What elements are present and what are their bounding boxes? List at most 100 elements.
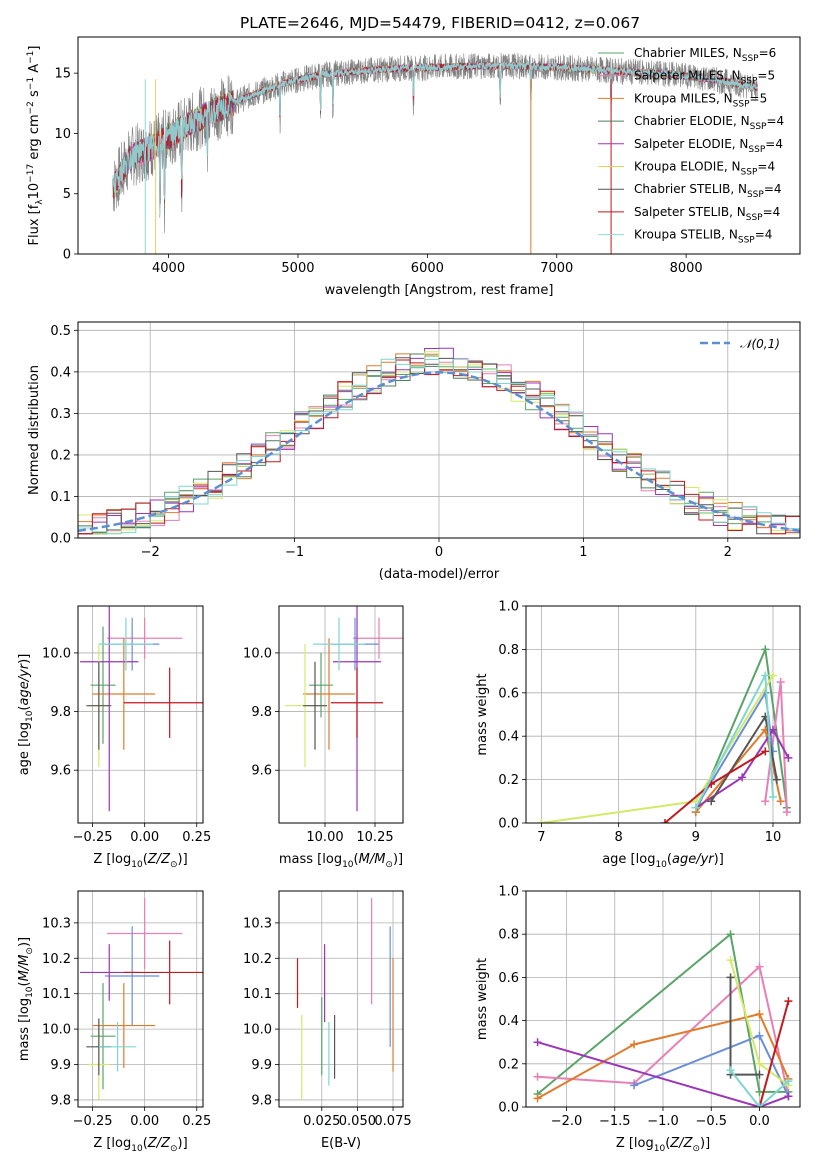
label-part: )] (700, 1136, 710, 1151)
axes-frame (77, 36, 801, 255)
weight-marker (755, 1103, 764, 1107)
x-axis-label: Z [log10(Z/Z⊙)] (93, 1136, 187, 1154)
age-vs-Z-panel: −0.25 0.00 0.259.69.810.0Z [log10(Z/Z⊙)]ag… (17, 605, 211, 870)
label-part: ( (143, 1136, 148, 1151)
x-tick-label: 0 (435, 545, 443, 560)
label-part: ( (17, 706, 32, 711)
weight-marker (761, 747, 770, 756)
label-part: Z/Z (147, 1136, 171, 1151)
label-part: Salpeter ELODIE, N (634, 137, 748, 151)
label-part: ( (354, 852, 359, 867)
residual-histogram (78, 358, 800, 535)
y-tick-label: 1.0 (498, 600, 519, 615)
y-tick-label: 0.6 (498, 971, 519, 986)
legend-entry: Kroupa STELIB, NSSP=4 (634, 228, 772, 246)
label-part: Chabrier ELODIE, N (634, 114, 750, 128)
label-part: Z [log (616, 1136, 654, 1151)
label-part: −1 (26, 77, 36, 90)
figure-title: PLATE=2646, MJD=54479, FIBERID=0412, z=0… (240, 14, 640, 32)
x-tick-label: 0.25 (182, 830, 211, 845)
label-part: ⊙ (25, 947, 35, 955)
spectrum-panel: 4000 5000 6000 7000 8000 0 5 10 15 wavelength [An… (26, 36, 801, 298)
label-part: A (27, 64, 42, 77)
weight-marker (768, 792, 777, 801)
mass-vs-Z-panel: −0.25 0.00 0.25 9.8 9.9 10.0 10.1 10.2 10.3 Z [lo… (17, 890, 211, 1154)
label-part: age/yr (672, 852, 715, 867)
label-part: =4 (764, 182, 782, 196)
age-vs-mass-plot-area (279, 606, 403, 823)
weight-marker (630, 1081, 639, 1090)
label-part: =5 (750, 91, 768, 105)
x-tick-label: 2 (724, 545, 732, 560)
label-part: 10 (25, 710, 35, 722)
label-part: SSP (741, 168, 758, 178)
weight-marker (755, 1087, 764, 1096)
y-axis-label: Normed distribution (27, 365, 42, 495)
label-part: Salpeter MILES, N (634, 69, 741, 83)
label-part: ( (665, 1136, 670, 1151)
mass-vs-ebv-plot-area (279, 891, 403, 1107)
label-part: s (27, 90, 42, 101)
legend-entry: Chabrier STELIB, NSSP=4 (634, 182, 782, 200)
x-tick-label: −1 (285, 545, 304, 560)
label-part: =4 (766, 114, 784, 128)
label-part: age [log (17, 722, 32, 775)
weight-series-line (758, 1000, 790, 1107)
y-tick-label: 9.8 (251, 705, 272, 720)
label-part: ⊙ (170, 1144, 178, 1154)
y-tick-label: 0.1 (50, 490, 71, 505)
weight-marker (755, 1059, 764, 1068)
label-part: Z/Z (147, 852, 171, 867)
y-tick-label: 0.5 (50, 324, 71, 339)
weight-marker (533, 1038, 542, 1047)
label-part: ⊙ (385, 860, 393, 870)
y-axis-label: mass weight (475, 673, 490, 755)
x-tick-label: 10.00 (306, 830, 343, 845)
label-part: 10 (27, 183, 42, 200)
x-tick-label: −2 (141, 545, 160, 560)
x-tick-label: 9 (692, 830, 700, 845)
x-tick-label: −1.5 (599, 1114, 631, 1129)
x-axis-label: age [log10(age/yr)] (602, 852, 724, 870)
weight-marker (707, 797, 716, 806)
legend-entry: Salpeter STELIB, NSSP=4 (634, 205, 780, 223)
age-vs-mass-panel: 10.00 10.25 9.6 9.8 10.0 mass [log10(M/M⊙)] (243, 605, 404, 870)
x-tick-label: 7000 (540, 261, 573, 276)
legend: 𝒩(0,1) (700, 337, 780, 351)
label-part: =6 (759, 46, 777, 60)
label-part: SSP (748, 145, 765, 155)
label-part: ( (17, 981, 32, 986)
label-part: Z [log (93, 1136, 131, 1151)
legend-entry: 𝒩(0,1) (740, 337, 780, 351)
label-part: 10 (131, 860, 143, 870)
x-tick-label: −1.0 (647, 1114, 679, 1129)
y-tick-label: 9.9 (50, 1058, 71, 1073)
label-part: −1 (26, 51, 36, 64)
label-part: )] (17, 937, 32, 947)
y-tick-label: 9.6 (50, 764, 71, 779)
label-part: SSP (741, 77, 758, 87)
weight-series-line (694, 689, 774, 809)
x-tick-label: 8000 (670, 261, 703, 276)
y-axis-label: mass [log10(M/M⊙)] (17, 937, 35, 1061)
label-part: SSP (750, 122, 767, 132)
y-tick-label: 1.0 (498, 885, 519, 900)
x-tick-label: 0.0 (749, 1114, 770, 1129)
y-tick-label: 10.0 (42, 1023, 71, 1038)
y-tick-label: 0.8 (498, 928, 519, 943)
weight-marker (533, 1094, 542, 1103)
legend-entry: Salpeter MILES, NSSP=5 (634, 69, 775, 87)
weight-series-line (729, 1069, 790, 1107)
label-part: λ (35, 199, 45, 205)
weight-marker (784, 753, 793, 762)
label-part: Z [log (93, 852, 131, 867)
label-part: 10 (25, 986, 35, 998)
label-part: )] (17, 654, 32, 664)
label-part: =4 (757, 160, 775, 174)
label-part: =4 (763, 205, 781, 219)
label-part: M/M (17, 955, 32, 982)
weight-marker (691, 803, 700, 812)
weight-marker (755, 1031, 764, 1040)
